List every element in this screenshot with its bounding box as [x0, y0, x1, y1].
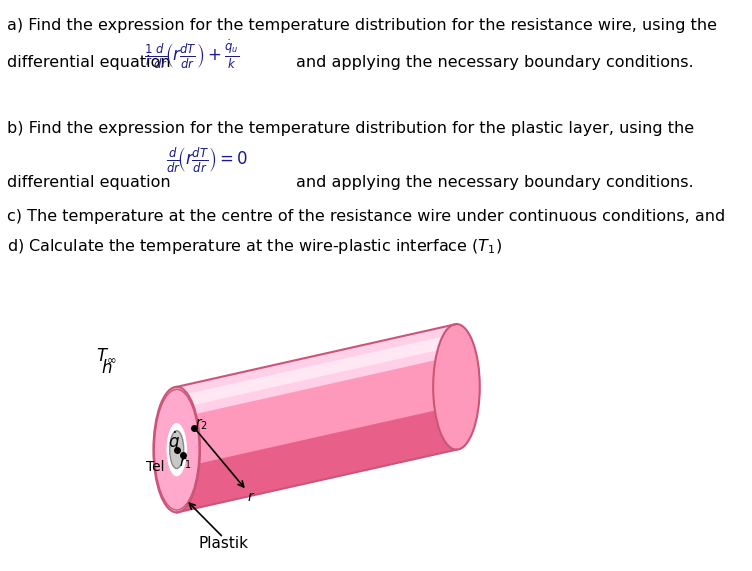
Text: b) Find the expression for the temperature distribution for the plastic layer, u: b) Find the expression for the temperatu…: [8, 120, 695, 136]
Text: $\frac{d}{dr}\!\left(r\frac{dT}{dr}\right)=0$: $\frac{d}{dr}\!\left(r\frac{dT}{dr}\righ…: [165, 146, 247, 175]
Text: a) Find the expression for the temperature distribution for the resistance wire,: a) Find the expression for the temperatu…: [8, 18, 717, 34]
Ellipse shape: [153, 387, 200, 513]
Text: and applying the necessary boundary conditions.: and applying the necessary boundary cond…: [296, 55, 694, 70]
Ellipse shape: [168, 426, 186, 473]
Ellipse shape: [170, 431, 183, 468]
Ellipse shape: [154, 389, 199, 510]
Text: $\frac{1}{r}\frac{d}{dr}\!\left(r\frac{dT}{dr}\right)+\frac{\dot{q}_u}{k}$: $\frac{1}{r}\frac{d}{dr}\!\left(r\frac{d…: [144, 38, 240, 71]
Ellipse shape: [170, 431, 183, 468]
Text: and applying the necessary boundary conditions.: and applying the necessary boundary cond…: [296, 175, 694, 190]
Text: d) Calculate the temperature at the wire-plastic interface ($T_{1}$): d) Calculate the temperature at the wire…: [8, 237, 502, 256]
Text: Tel: Tel: [147, 460, 165, 474]
Text: differential equation: differential equation: [8, 55, 171, 70]
Polygon shape: [177, 324, 456, 418]
Text: $T_\infty$: $T_\infty$: [96, 347, 117, 364]
Text: Plastik: Plastik: [199, 536, 248, 552]
Text: differential equation: differential equation: [8, 175, 171, 190]
Text: $r_1$: $r_1$: [179, 456, 192, 471]
Text: c) The temperature at the centre of the resistance wire under continuous conditi: c) The temperature at the centre of the …: [8, 209, 726, 224]
Ellipse shape: [167, 423, 186, 476]
Polygon shape: [177, 324, 456, 513]
Polygon shape: [177, 405, 456, 513]
Text: $r_2$: $r_2$: [195, 417, 208, 432]
Ellipse shape: [433, 324, 480, 450]
Text: $h$: $h$: [101, 359, 113, 377]
Polygon shape: [177, 333, 456, 409]
Text: $r$: $r$: [247, 490, 256, 504]
Text: $\dot{q}$: $\dot{q}$: [168, 430, 180, 454]
